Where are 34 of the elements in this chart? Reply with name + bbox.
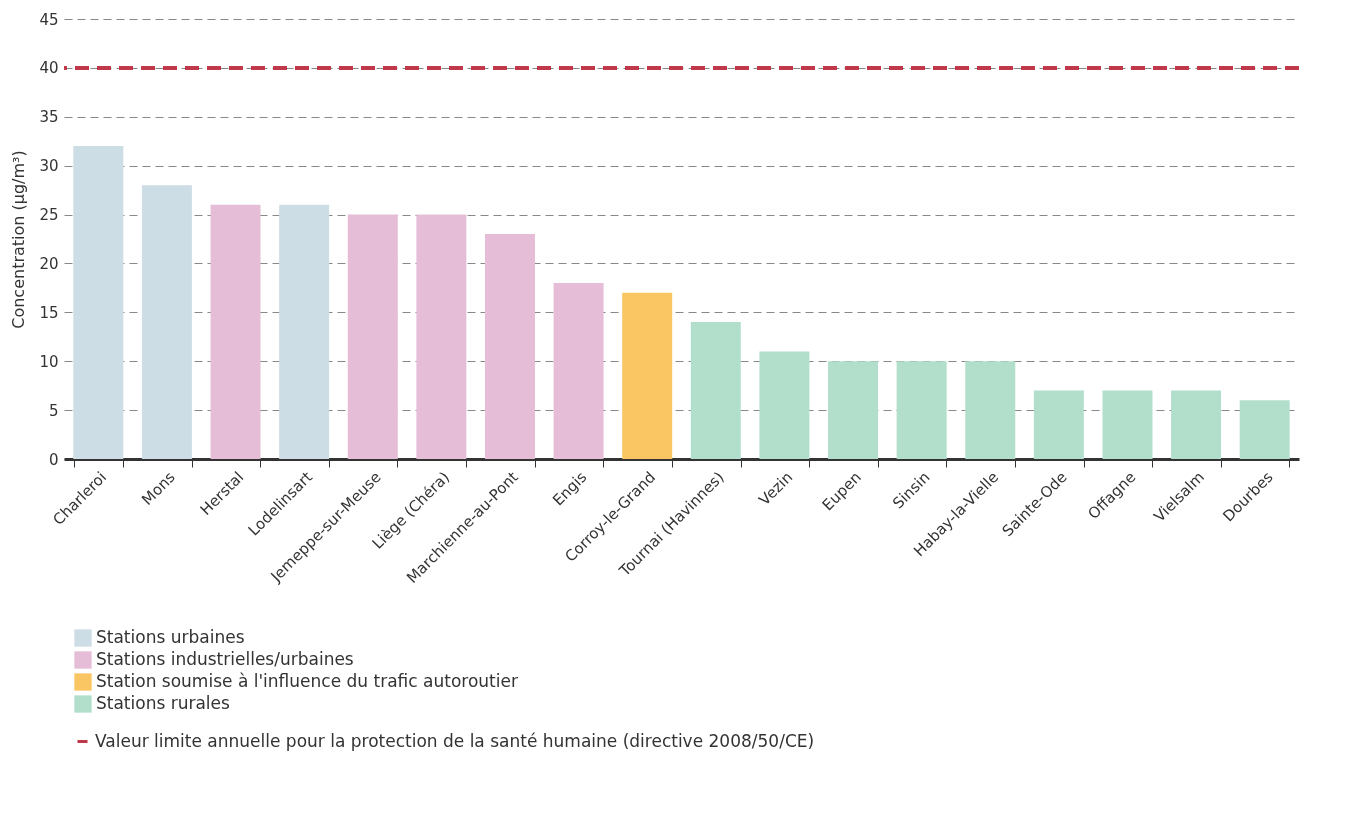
legend-label: Station soumise à l'influence du trafic autoroutier	[96, 671, 518, 691]
bar	[1239, 400, 1290, 459]
y-tick-label: 5	[48, 401, 59, 420]
bar	[210, 204, 261, 459]
y-tick-label: 10	[39, 352, 59, 371]
bar	[896, 361, 947, 459]
bar	[347, 214, 398, 459]
bar	[141, 185, 192, 459]
y-tick-label: 40	[39, 59, 59, 78]
bar	[759, 351, 810, 459]
y-tick-label: 20	[39, 254, 59, 273]
y-tick-label: 0	[48, 450, 59, 469]
y-tick-label: 30	[39, 157, 59, 176]
legend-label: Stations rurales	[96, 693, 231, 713]
y-tick-label: 35	[39, 108, 59, 127]
bar	[828, 361, 879, 459]
bar	[965, 361, 1016, 459]
bar	[279, 204, 330, 459]
bar	[484, 234, 535, 459]
bar	[1033, 390, 1084, 459]
bar	[553, 283, 604, 459]
bar	[690, 322, 741, 459]
y-axis-title: Concentration (µg/m³)	[9, 150, 29, 329]
y-tick-label: 45	[39, 10, 59, 29]
legend-label: Stations industrielles/urbaines	[96, 649, 354, 669]
legend-label: Stations urbaines	[96, 627, 245, 647]
bar	[73, 146, 124, 459]
bar	[622, 292, 673, 459]
legend-label: Valeur limite annuelle pour la protection de la santé humaine (directive 2008/50/CE)	[95, 730, 815, 751]
bar	[1102, 390, 1153, 459]
y-tick-label: 15	[39, 303, 59, 322]
y-tick-label: 25	[39, 206, 59, 225]
bar	[1171, 390, 1222, 459]
bar	[416, 214, 467, 459]
